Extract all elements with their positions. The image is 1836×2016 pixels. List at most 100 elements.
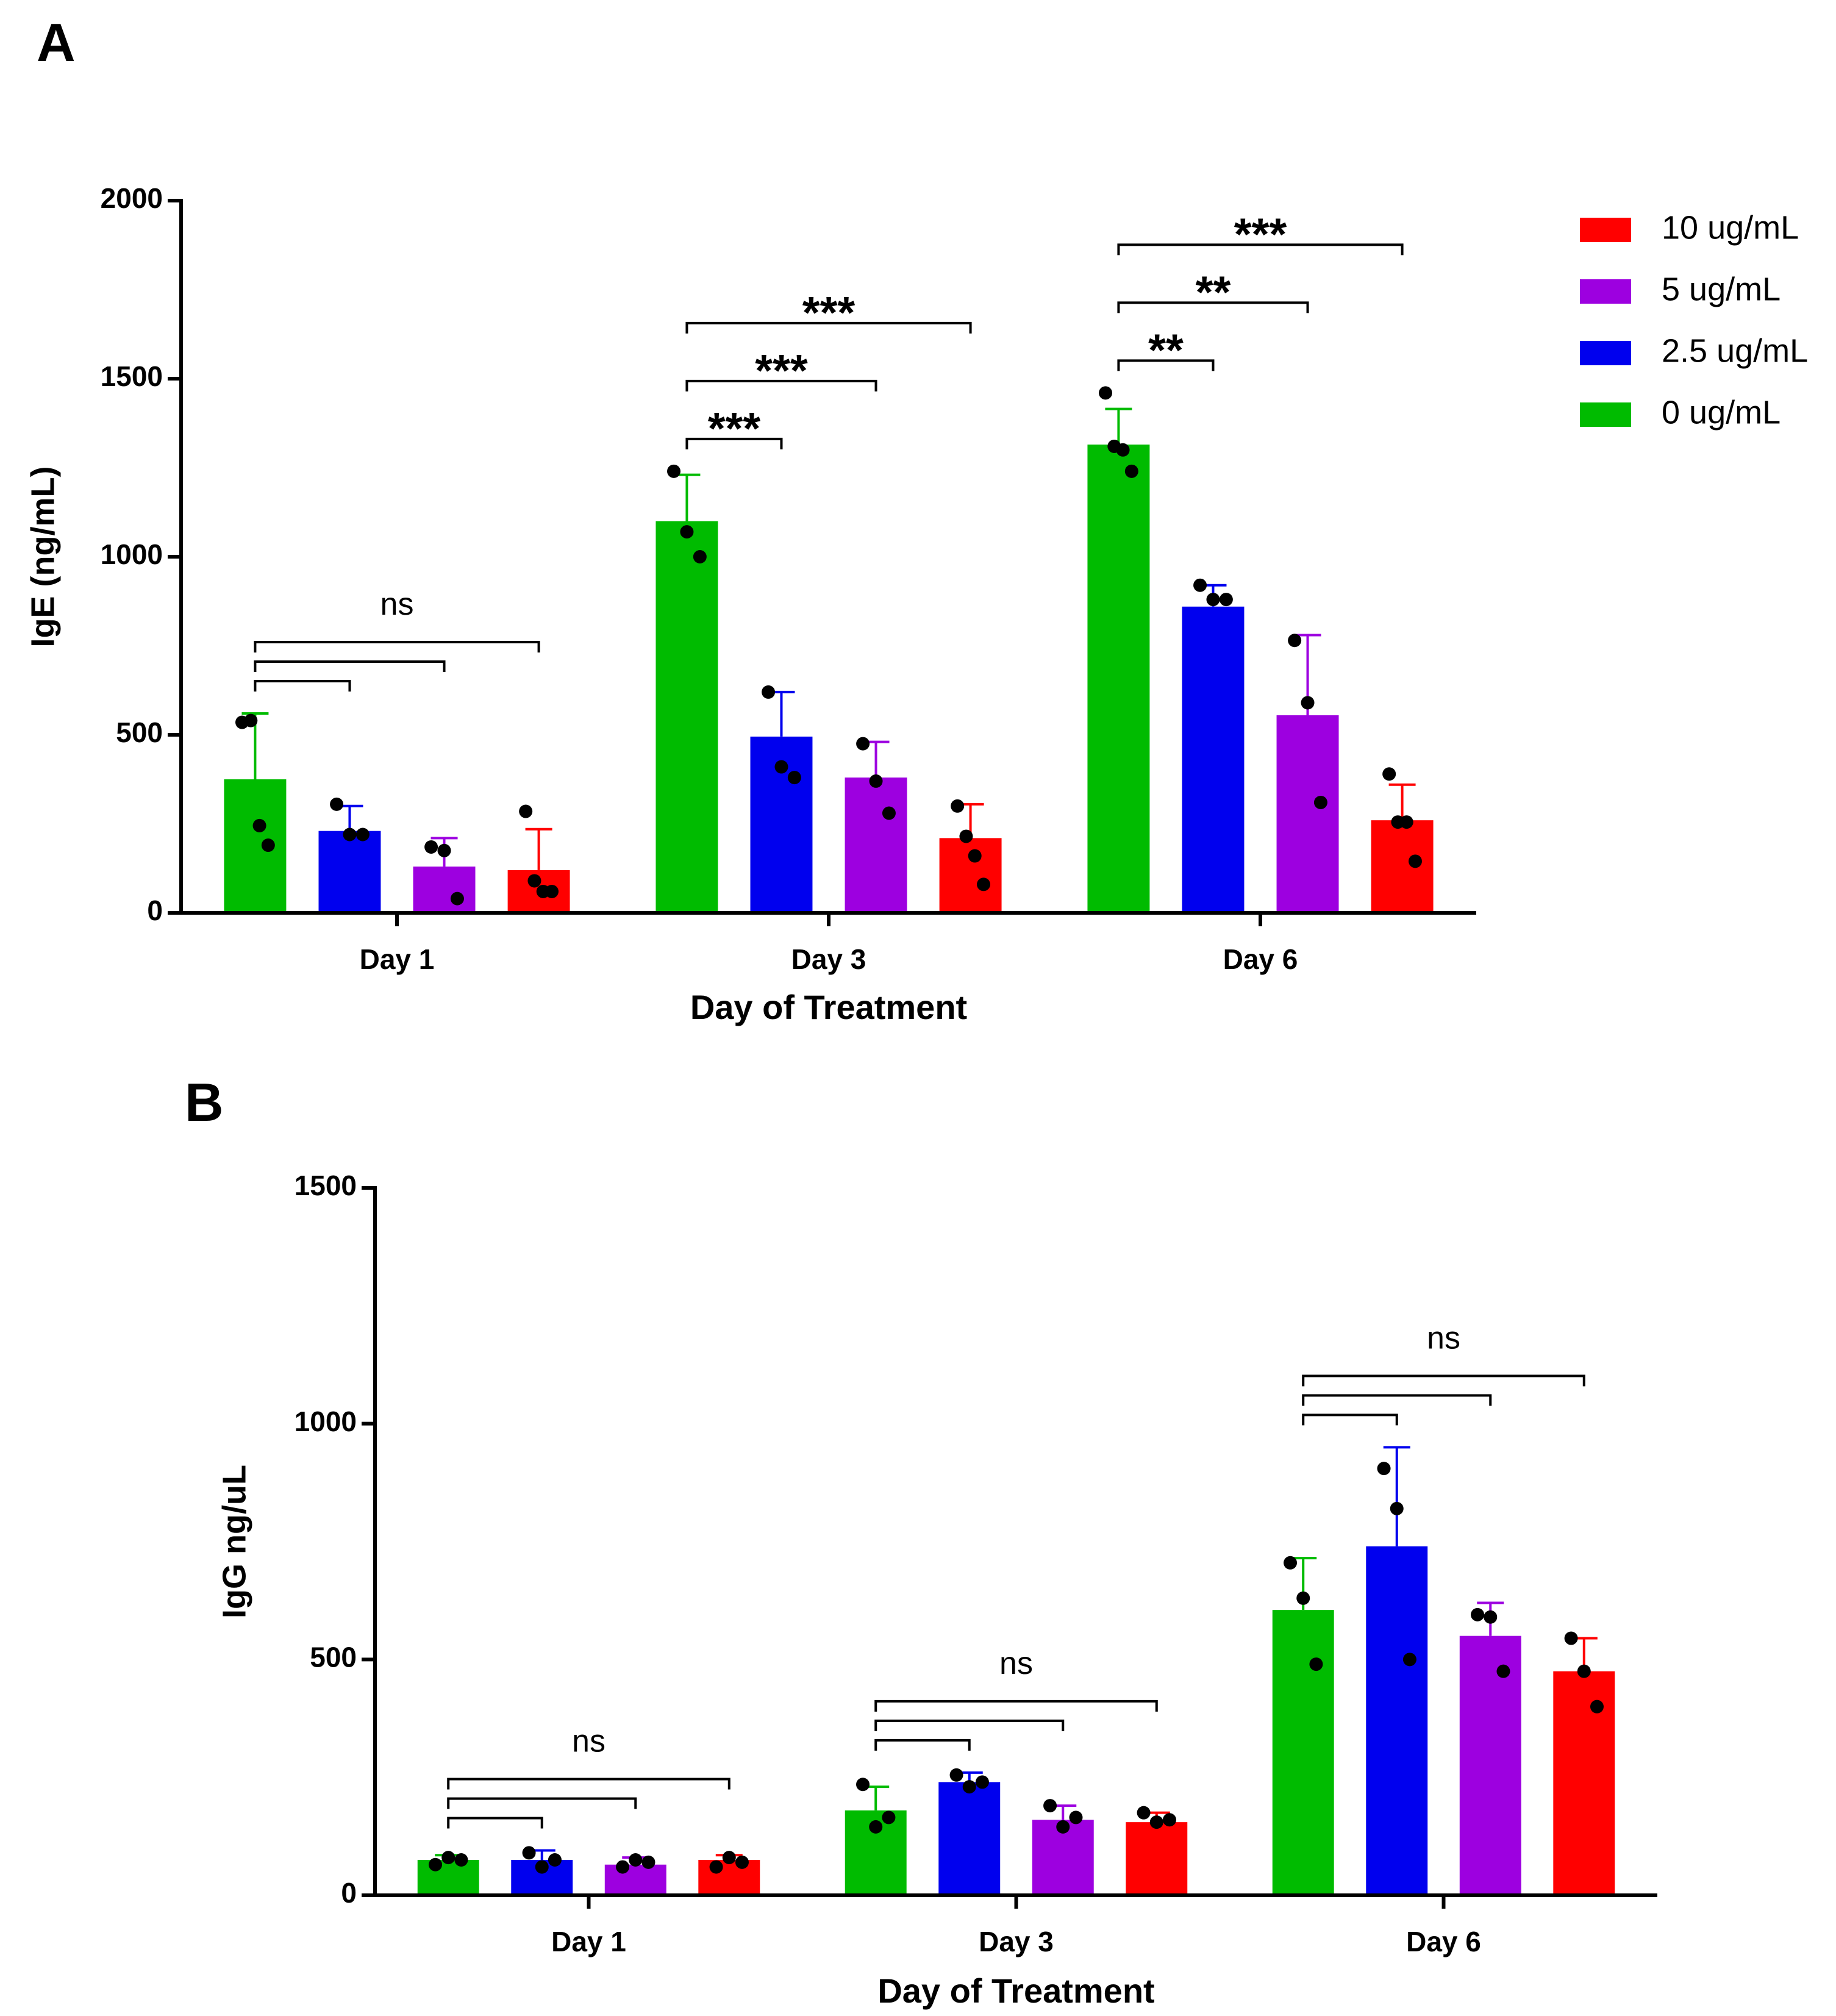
significance-bracket — [254, 660, 446, 672]
significance-bracket — [1302, 1414, 1398, 1426]
data-point — [1069, 1810, 1083, 1825]
significance-label: ns — [999, 1646, 1033, 1681]
data-point — [968, 849, 982, 863]
data-point — [244, 713, 258, 727]
bar — [938, 1782, 1001, 1895]
data-point — [774, 760, 788, 774]
significance-label: *** — [1234, 209, 1287, 259]
data-point — [1564, 1631, 1578, 1645]
y-tick-label: 500 — [116, 717, 163, 748]
panel-label: B — [185, 1072, 224, 1132]
data-point — [548, 1853, 562, 1867]
data-point — [1116, 443, 1130, 457]
significance-bracket — [685, 379, 877, 391]
bracket-line — [685, 437, 783, 449]
data-point — [343, 827, 357, 842]
data-point — [693, 550, 707, 563]
x-tick-label: Day 1 — [551, 1926, 626, 1957]
y-tick-label: 0 — [147, 895, 163, 926]
data-point — [1408, 854, 1422, 868]
data-point — [522, 1846, 536, 1860]
significance-bracket — [447, 1817, 543, 1829]
error-bar — [525, 827, 552, 870]
significance-bracket — [685, 437, 783, 449]
bracket-line — [254, 640, 540, 652]
bar — [698, 1860, 760, 1895]
significance-label: ** — [1196, 266, 1231, 317]
bar — [318, 831, 381, 913]
legend-swatch — [1580, 279, 1631, 304]
data-point — [1137, 1806, 1151, 1820]
bracket-line — [1302, 1394, 1492, 1406]
significance-bracket — [1117, 359, 1215, 371]
bar — [1459, 1635, 1521, 1895]
y-axis-title: IgE (ng/mL) — [24, 466, 61, 648]
legend-swatch — [1580, 218, 1631, 242]
data-point — [1193, 578, 1207, 592]
legend-label: 10 ug/mL — [1662, 209, 1799, 246]
data-point — [762, 685, 776, 699]
bar — [1553, 1671, 1615, 1895]
data-point — [962, 1780, 976, 1794]
data-point — [735, 1855, 749, 1869]
significance-bracket — [1302, 1394, 1492, 1406]
bar — [1276, 715, 1339, 913]
bar — [939, 838, 1002, 913]
data-point — [545, 884, 559, 898]
bracket-line — [447, 1797, 637, 1809]
y-tick-label: 1500 — [295, 1170, 357, 1201]
bar — [845, 777, 907, 913]
data-point — [330, 797, 344, 811]
error-bar — [1388, 783, 1416, 821]
significance-bracket — [254, 640, 540, 652]
x-axis-title: Day of Treatment — [690, 988, 967, 1026]
data-point — [949, 1768, 963, 1782]
significance-bracket — [447, 1797, 637, 1809]
bar — [224, 779, 287, 913]
data-point — [519, 804, 533, 818]
data-point — [1590, 1700, 1604, 1714]
y-tick-label: 1000 — [295, 1406, 357, 1437]
data-point — [709, 1860, 723, 1874]
data-point — [1206, 593, 1220, 607]
bracket-line — [447, 1778, 730, 1790]
legend-label: 2.5 ug/mL — [1662, 332, 1808, 369]
data-point — [1496, 1664, 1510, 1678]
significance-label: *** — [708, 403, 761, 454]
bar — [1126, 1822, 1188, 1895]
bar — [1371, 820, 1434, 913]
data-point — [882, 806, 896, 820]
significance-bracket — [1117, 301, 1309, 313]
significance-label: ns — [1427, 1320, 1460, 1356]
data-point — [1399, 815, 1413, 829]
y-tick-label: 1500 — [101, 360, 163, 392]
data-point — [1043, 1799, 1057, 1813]
data-point — [454, 1853, 468, 1867]
significance-bracket — [685, 321, 972, 334]
data-point — [882, 1810, 896, 1825]
data-point — [722, 1851, 736, 1865]
data-point — [975, 1775, 989, 1789]
significance-bracket — [447, 1778, 730, 1790]
bracket-line — [874, 1719, 1065, 1731]
significance-label: ns — [572, 1724, 605, 1759]
data-point — [1099, 386, 1113, 400]
data-point — [1471, 1607, 1485, 1621]
data-point — [535, 1860, 549, 1874]
data-point — [1577, 1664, 1591, 1678]
x-tick-label: Day 3 — [979, 1926, 1054, 1957]
significance-label: ** — [1148, 324, 1184, 375]
data-point — [1313, 795, 1327, 809]
significance-label: ns — [380, 587, 414, 622]
panel-label: A — [37, 12, 76, 73]
bracket-line — [685, 379, 877, 391]
significance-bracket — [874, 1719, 1065, 1731]
data-point — [616, 1860, 630, 1874]
bar — [655, 521, 718, 913]
data-point — [429, 1857, 443, 1871]
data-point — [1284, 1556, 1298, 1570]
data-point — [441, 1851, 455, 1865]
bar — [1182, 606, 1245, 913]
bracket-line — [685, 321, 972, 334]
error-bar — [673, 473, 701, 521]
